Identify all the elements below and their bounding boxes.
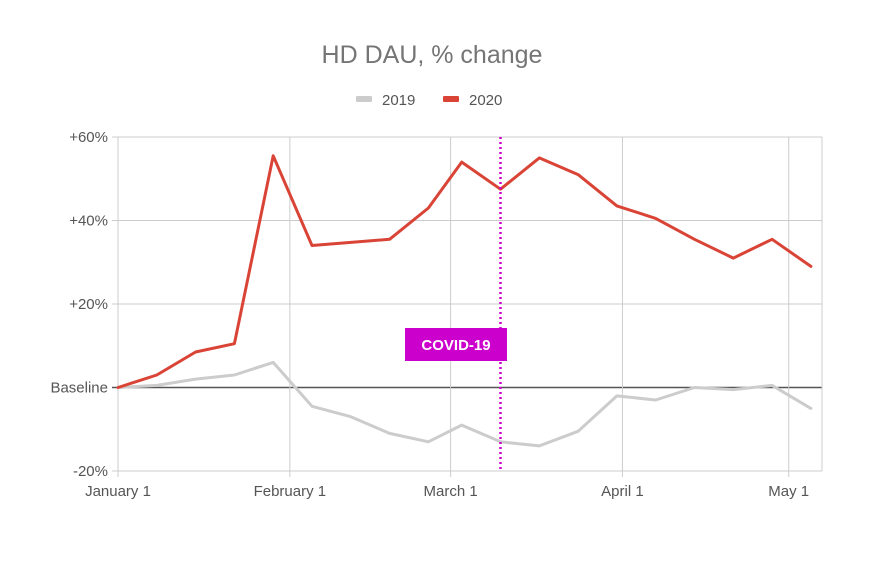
y-tick-label: -20% <box>73 463 108 480</box>
x-tick-label: March 1 <box>424 483 478 500</box>
series-line-2020 <box>116 154 813 389</box>
covid-label: COVID-19 <box>421 337 490 354</box>
series-layer <box>116 154 813 448</box>
legend-swatch-2019 <box>356 96 372 102</box>
y-axis: +60% +40% +20% Baseline -20% <box>50 129 108 480</box>
x-tick-label: February 1 <box>254 483 327 500</box>
y-tick-label: Baseline <box>50 380 108 397</box>
annotation-layer: COVID-19 <box>405 137 507 471</box>
y-tick-label: +40% <box>69 213 108 230</box>
y-tick-label: +20% <box>69 296 108 313</box>
x-tick-label: April 1 <box>601 483 644 500</box>
y-tick-label: +60% <box>69 129 108 146</box>
series-line-2019 <box>116 360 813 448</box>
legend-label-2019: 2019 <box>382 92 415 109</box>
x-axis: January 1 February 1 March 1 April 1 May 1 <box>85 483 809 500</box>
chart-title: HD DAU, % change <box>322 41 543 69</box>
x-tick-label: January 1 <box>85 483 151 500</box>
legend-label-2020: 2020 <box>469 92 502 109</box>
legend: 2019 2020 <box>356 92 502 109</box>
legend-swatch-2020 <box>443 96 459 102</box>
x-tick-label: May 1 <box>768 483 809 500</box>
covid-label-box <box>405 328 507 361</box>
